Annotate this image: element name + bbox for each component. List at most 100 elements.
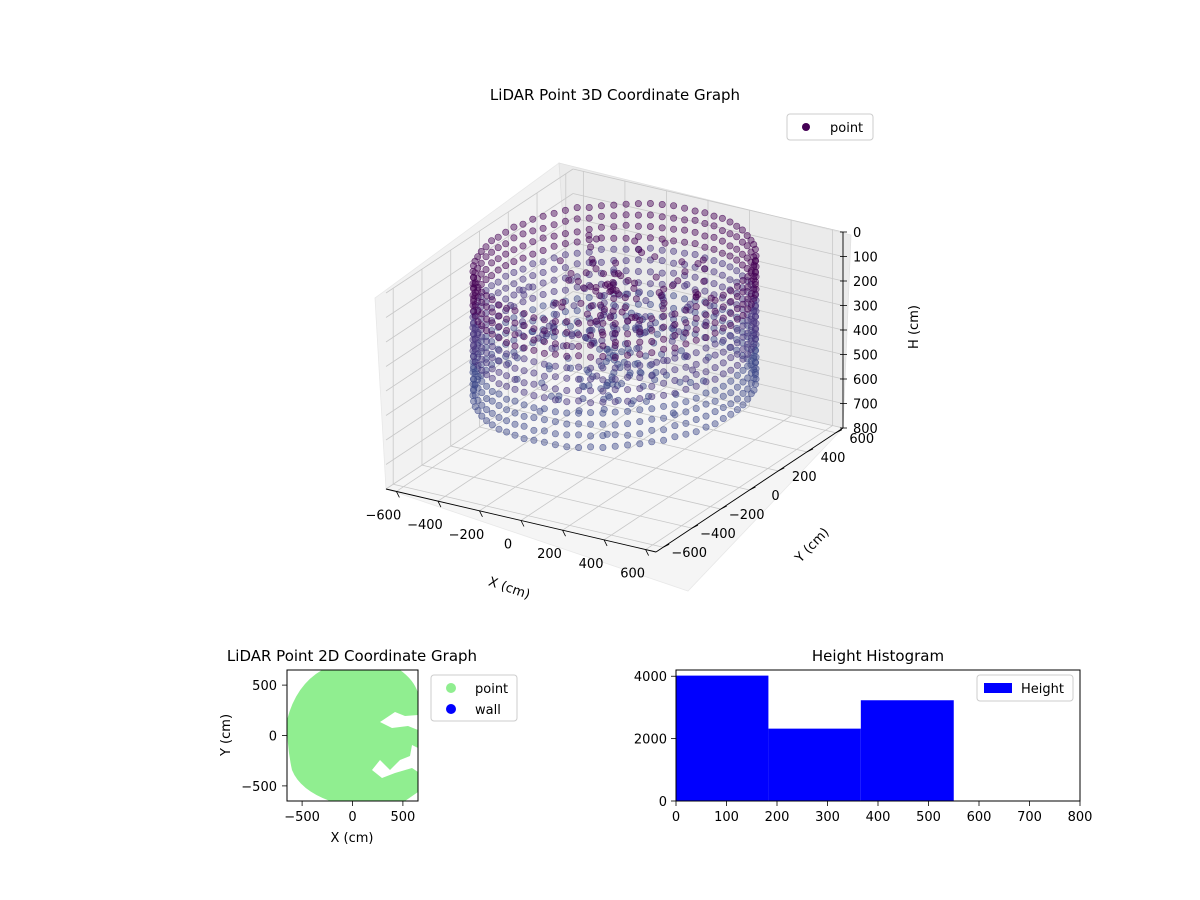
title-hist: Height Histogram xyxy=(812,647,944,665)
point-3d xyxy=(609,307,617,315)
point-3d xyxy=(597,258,605,266)
point-3d xyxy=(494,278,502,286)
point-3d xyxy=(682,408,690,416)
point-3d xyxy=(563,398,571,406)
hist-x-tick-label: 0 xyxy=(672,810,680,825)
point-3d xyxy=(747,323,755,331)
point-3d xyxy=(636,316,644,324)
point-3d xyxy=(646,268,654,276)
point-3d xyxy=(718,237,726,245)
point-3d xyxy=(682,306,690,314)
point-3d xyxy=(599,331,607,339)
point-3d xyxy=(583,310,591,318)
point-3d xyxy=(660,379,668,387)
point-3d xyxy=(511,331,519,339)
hist-x-tick-label: 500 xyxy=(916,810,941,825)
point-3d xyxy=(744,340,752,348)
point-3d xyxy=(701,232,709,240)
point-3d xyxy=(539,247,547,255)
point-3d xyxy=(520,412,528,420)
point-3d xyxy=(596,292,604,300)
point-3d xyxy=(470,319,478,327)
point-3d xyxy=(681,216,689,224)
point-3d xyxy=(599,319,607,327)
point-3d xyxy=(702,400,710,408)
point-3d xyxy=(750,261,758,269)
point-3d xyxy=(610,223,618,231)
point-3d xyxy=(711,329,719,337)
grid-back-h xyxy=(572,217,844,282)
point-3d xyxy=(563,318,571,326)
point-3d xyxy=(539,290,547,298)
point-3d xyxy=(671,376,679,384)
point-3d xyxy=(575,397,583,405)
hist-x-tick-label: 600 xyxy=(967,810,992,825)
point-3d xyxy=(747,236,755,244)
x-tick-mark xyxy=(437,500,442,508)
point-3d xyxy=(540,372,548,380)
point-3d xyxy=(718,227,726,235)
y-tick-mark xyxy=(835,429,842,434)
histogram-bar xyxy=(860,700,954,801)
point-3d xyxy=(719,382,727,390)
point-3d xyxy=(691,240,699,248)
point-3d xyxy=(478,333,486,341)
title-3d: LiDAR Point 3D Coordinate Graph xyxy=(490,86,740,104)
point-3d xyxy=(635,344,643,352)
hist-x-tick-label: 200 xyxy=(765,810,790,825)
point-3d xyxy=(469,267,477,275)
point-3d xyxy=(646,223,654,231)
point-3d xyxy=(483,417,491,425)
point-3d xyxy=(530,336,538,344)
point-3d xyxy=(678,258,686,266)
point-3d xyxy=(502,262,510,270)
point-3d xyxy=(733,315,741,323)
point-3d xyxy=(610,245,618,253)
point-3d xyxy=(519,242,527,250)
point-3d xyxy=(691,273,699,281)
legend-3d-label: point xyxy=(830,121,863,136)
point-3d xyxy=(624,373,632,381)
point-3d xyxy=(510,223,518,231)
point-3d xyxy=(711,296,719,304)
grid-left-h xyxy=(385,193,574,318)
point-3d xyxy=(581,333,589,341)
point-3d xyxy=(529,272,537,280)
point-3d xyxy=(718,260,726,268)
point-3d xyxy=(559,342,567,350)
point-3d xyxy=(692,326,700,334)
point-3d xyxy=(585,248,593,256)
point-3d xyxy=(519,298,527,306)
histogram-bar xyxy=(768,728,861,801)
point-3d xyxy=(520,379,528,387)
legend-2d-wall-marker xyxy=(446,704,456,714)
point-3d xyxy=(561,286,569,294)
point-3d xyxy=(727,400,735,408)
point-3d xyxy=(711,340,719,348)
point-3d xyxy=(747,312,755,320)
point-3d xyxy=(682,319,690,327)
point-3d xyxy=(599,420,607,428)
point-3d xyxy=(574,277,582,285)
point-3d xyxy=(515,329,523,337)
point-3d xyxy=(646,290,654,298)
point-3d xyxy=(733,256,741,264)
point-3d xyxy=(598,328,606,336)
point-3d xyxy=(482,287,490,295)
point-3d xyxy=(744,329,752,337)
point-3d xyxy=(494,233,502,241)
point-3d xyxy=(739,378,747,386)
point-3d xyxy=(539,258,547,266)
point-3d xyxy=(471,335,479,343)
point-3d xyxy=(624,420,632,428)
point-3d xyxy=(545,365,553,373)
point-3d xyxy=(727,309,735,317)
point-3d xyxy=(483,337,491,345)
point-3d xyxy=(622,211,630,219)
point-3d xyxy=(670,237,678,245)
point-3d xyxy=(502,329,510,337)
point-3d xyxy=(710,280,718,288)
point-3d xyxy=(738,226,746,234)
hist-x-tick-label: 400 xyxy=(866,810,891,825)
title-2d: LiDAR Point 2D Coordinate Graph xyxy=(227,647,477,665)
